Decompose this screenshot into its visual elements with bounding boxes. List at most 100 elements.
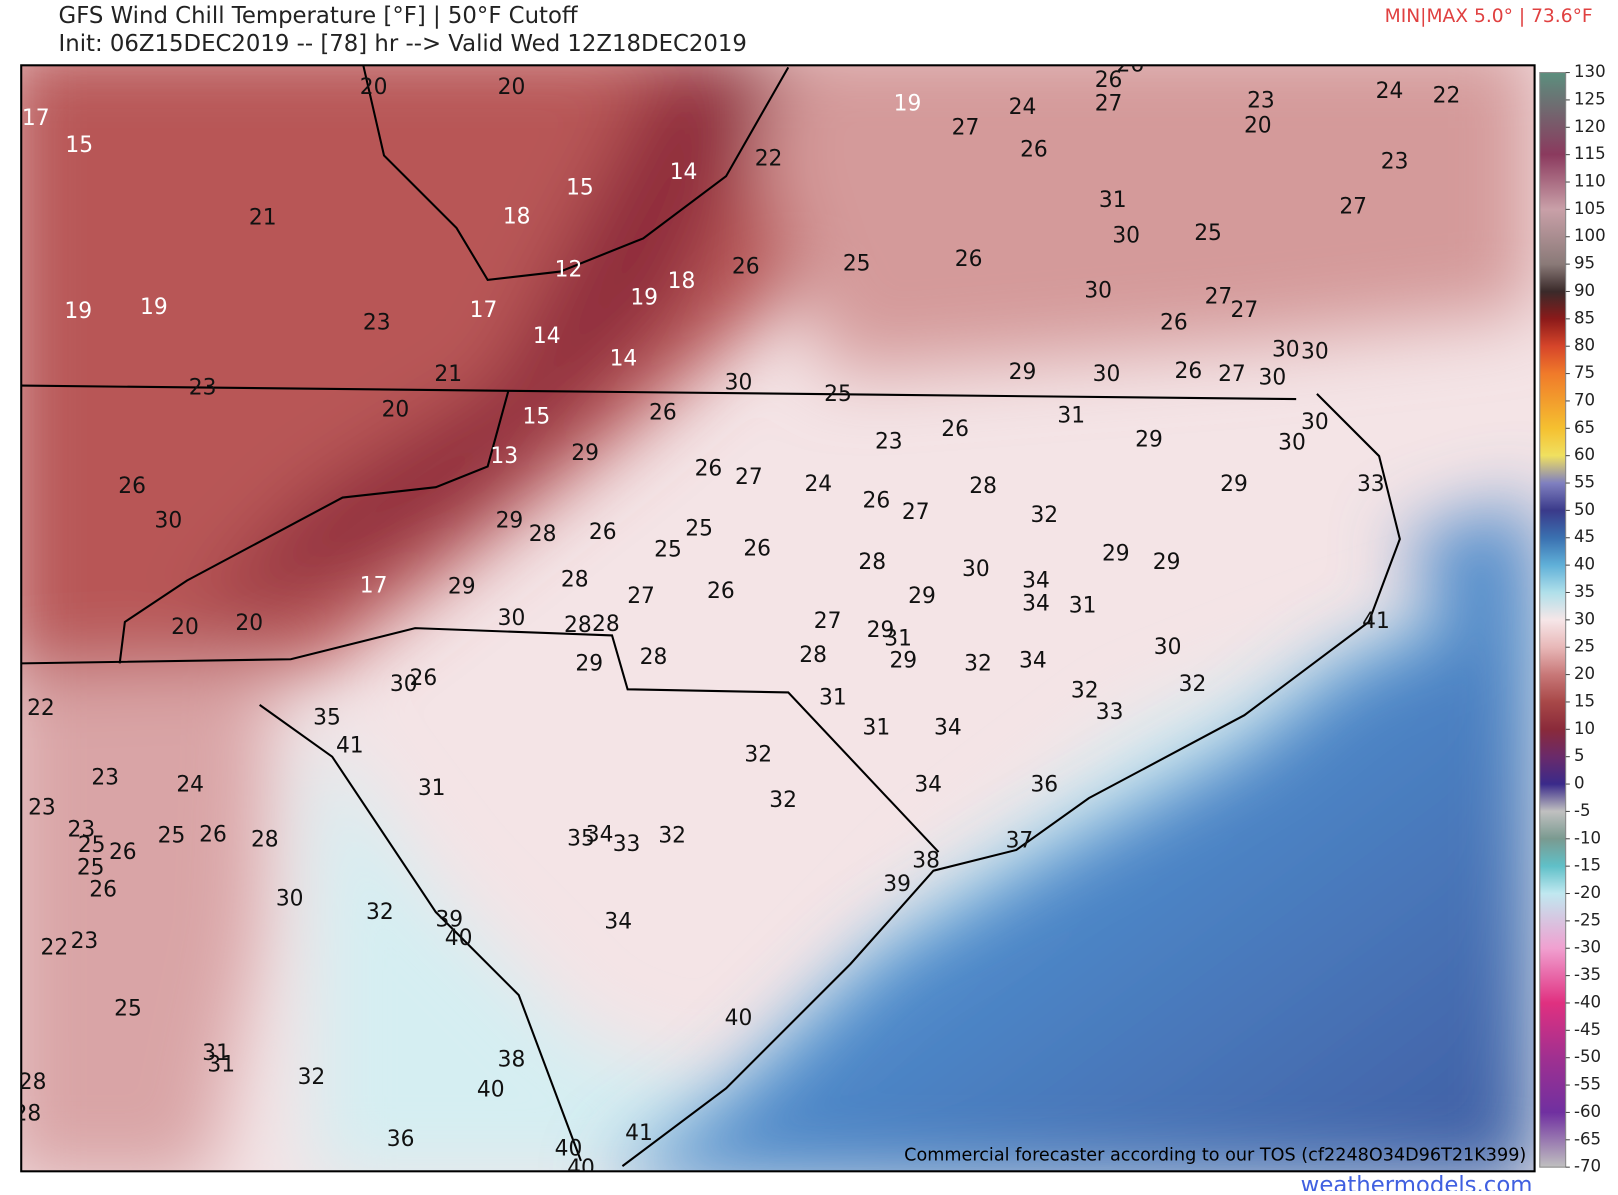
value-label: 19 <box>894 92 922 117</box>
value-label: 39 <box>435 907 463 932</box>
value-label: 32 <box>1030 503 1058 528</box>
value-label: 20 <box>360 75 388 100</box>
colorbar-tick-label: -70 <box>1574 1157 1601 1176</box>
colorbar-tick-label: 90 <box>1574 281 1595 300</box>
value-label: 32 <box>964 651 992 676</box>
colorbar-tick-label: 25 <box>1574 637 1595 656</box>
colorbar-tick-label: -50 <box>1574 1047 1601 1066</box>
value-label: 24 <box>1009 95 1037 120</box>
map-frame <box>20 64 1536 1173</box>
value-label: 23 <box>875 430 903 455</box>
colorbar-tick-label: -45 <box>1574 1020 1601 1039</box>
value-label: 12 <box>555 258 583 283</box>
subtitle: Init: 06Z15DEC2019 -- [78] hr --> Valid … <box>59 31 747 57</box>
value-label: 26 <box>863 489 891 514</box>
min-max: MIN|MAX 5.0° | 73.6°F <box>1385 6 1593 27</box>
value-label: 39 <box>883 872 911 897</box>
value-label: 20 <box>171 615 199 640</box>
value-label: 27 <box>627 584 655 609</box>
value-label: 27 <box>902 500 930 525</box>
colorbar-tick-label: -10 <box>1574 828 1601 847</box>
colorbar-tick-label: -55 <box>1574 1075 1601 1094</box>
value-label: 30 <box>1272 337 1300 362</box>
site-link[interactable]: weathermodels.com <box>1301 1172 1533 1195</box>
value-label: 21 <box>434 362 462 387</box>
value-label: 26 <box>743 536 771 561</box>
value-label: 29 <box>908 584 936 609</box>
value-label: 27 <box>1095 92 1123 117</box>
value-label: 27 <box>952 116 980 141</box>
value-label: 17 <box>360 574 388 599</box>
value-label: 40 <box>445 926 473 951</box>
value-label: 26 <box>589 520 617 545</box>
value-label: 31 <box>207 1053 235 1078</box>
colorbar-tick-label: 60 <box>1574 445 1595 464</box>
value-label: 26 <box>695 457 723 482</box>
value-label: 20 <box>235 611 263 636</box>
value-label: 17 <box>22 106 50 131</box>
colorbar-tick-label: 100 <box>1574 226 1606 245</box>
value-label: 40 <box>725 1006 753 1031</box>
value-label: 31 <box>418 776 446 801</box>
value-label: 30 <box>276 887 304 912</box>
value-label: 30 <box>1278 431 1306 456</box>
value-label: 29 <box>1135 428 1163 453</box>
colorbar-tick-label: 85 <box>1574 308 1595 327</box>
colorbar-tick-label: -15 <box>1574 856 1601 875</box>
value-label: 37 <box>1006 829 1034 854</box>
value-label: 15 <box>65 133 93 158</box>
colorbar-tick-label: 125 <box>1574 89 1606 108</box>
colorbar-tick-label: -20 <box>1574 883 1601 902</box>
value-label: 24 <box>804 472 832 497</box>
value-label: 38 <box>912 848 940 873</box>
colorbar-tick-label: 35 <box>1574 582 1595 601</box>
value-label: 26 <box>1095 68 1123 93</box>
colorbar-tick-label: 75 <box>1574 363 1595 382</box>
value-label: 20 <box>1244 113 1272 138</box>
value-label: 27 <box>1231 298 1259 323</box>
colorbar-tick-label: 0 <box>1574 774 1585 793</box>
value-label: 24 <box>1376 79 1404 104</box>
value-label: 27 <box>1339 194 1367 219</box>
value-label: 34 <box>1022 591 1050 616</box>
value-label: 20 <box>498 75 526 100</box>
value-label: 27 <box>735 465 763 490</box>
value-label: 22 <box>1433 83 1461 108</box>
value-label: 28 <box>564 613 592 638</box>
value-label: 26 <box>1160 310 1188 335</box>
value-label: 28 <box>799 643 827 668</box>
value-label: 32 <box>769 788 797 813</box>
value-label: 30 <box>962 557 990 582</box>
map-area <box>21 65 1535 1172</box>
value-label: 26 <box>732 254 760 279</box>
value-label: 29 <box>889 648 917 673</box>
value-label: 34 <box>1022 569 1050 594</box>
value-label: 28 <box>858 550 886 575</box>
colorbar-tick-label: 40 <box>1574 555 1595 574</box>
value-label: 34 <box>604 910 632 935</box>
value-label: 28 <box>592 612 620 637</box>
value-label: 30 <box>1154 635 1182 660</box>
title: GFS Wind Chill Temperature [°F] | 50°F C… <box>59 3 579 29</box>
value-label: 14 <box>610 347 638 372</box>
value-label: 14 <box>670 160 698 185</box>
value-label: 31 <box>1099 188 1127 213</box>
value-label: 26 <box>199 822 227 847</box>
colorbar-tick-label: 5 <box>1574 746 1585 765</box>
colorbar-tick-label: 15 <box>1574 691 1595 710</box>
value-label: 29 <box>1102 542 1130 567</box>
value-label: 40 <box>567 1156 595 1181</box>
colorbar-tick-label: -60 <box>1574 1102 1601 1121</box>
value-label: 24 <box>176 773 204 798</box>
value-label: 28 <box>529 522 557 547</box>
value-label: 41 <box>625 1121 653 1146</box>
colorbar-tick-label: -35 <box>1574 965 1601 984</box>
value-label: 40 <box>477 1077 505 1102</box>
value-label: 27 <box>814 609 842 634</box>
value-label: 17 <box>470 298 498 323</box>
value-label: 31 <box>1069 593 1097 618</box>
value-label: 22 <box>41 935 69 960</box>
value-label: 29 <box>448 575 476 600</box>
